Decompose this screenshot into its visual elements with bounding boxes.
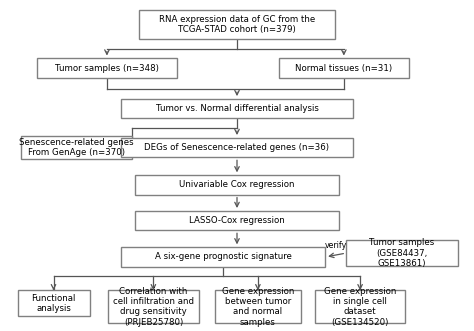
FancyBboxPatch shape [121,247,325,267]
FancyBboxPatch shape [315,290,405,323]
Text: Gene expression
between tumor
and normal
samples: Gene expression between tumor and normal… [222,287,294,327]
FancyBboxPatch shape [215,290,301,323]
Text: Normal tissues (n=31): Normal tissues (n=31) [295,64,392,73]
FancyBboxPatch shape [139,10,335,39]
Text: Functional
analysis: Functional analysis [31,294,76,313]
FancyBboxPatch shape [108,290,199,323]
FancyBboxPatch shape [121,138,353,158]
FancyBboxPatch shape [37,59,177,78]
FancyBboxPatch shape [121,99,353,118]
Text: DEGs of Senescence-related genes (n=36): DEGs of Senescence-related genes (n=36) [145,143,329,152]
Text: Gene expression
in single cell
dataset
(GSE134520): Gene expression in single cell dataset (… [324,287,396,327]
Text: Tumor samples (n=348): Tumor samples (n=348) [55,64,159,73]
Text: Univariable Cox regression: Univariable Cox regression [179,180,295,189]
FancyBboxPatch shape [135,211,339,230]
FancyBboxPatch shape [21,136,132,159]
FancyBboxPatch shape [346,240,457,266]
Text: Tumor vs. Normal differential analysis: Tumor vs. Normal differential analysis [155,104,319,113]
Text: LASSO-Cox regression: LASSO-Cox regression [189,216,285,225]
Text: verify: verify [325,241,347,250]
Text: Senescence-related genes
From GenAge (n=370): Senescence-related genes From GenAge (n=… [19,138,134,157]
FancyBboxPatch shape [18,290,90,316]
FancyBboxPatch shape [279,59,409,78]
Text: Tumor samples
(GSE84437,
GSE13861): Tumor samples (GSE84437, GSE13861) [369,238,435,268]
Text: Correlation with
cell infiltration and
drug sensitivity
(PRJEB25780): Correlation with cell infiltration and d… [113,287,194,327]
Text: A six-gene prognostic signature: A six-gene prognostic signature [155,253,292,261]
FancyBboxPatch shape [135,175,339,195]
Text: RNA expression data of GC from the
TCGA-STAD cohort (n=379): RNA expression data of GC from the TCGA-… [159,15,315,34]
